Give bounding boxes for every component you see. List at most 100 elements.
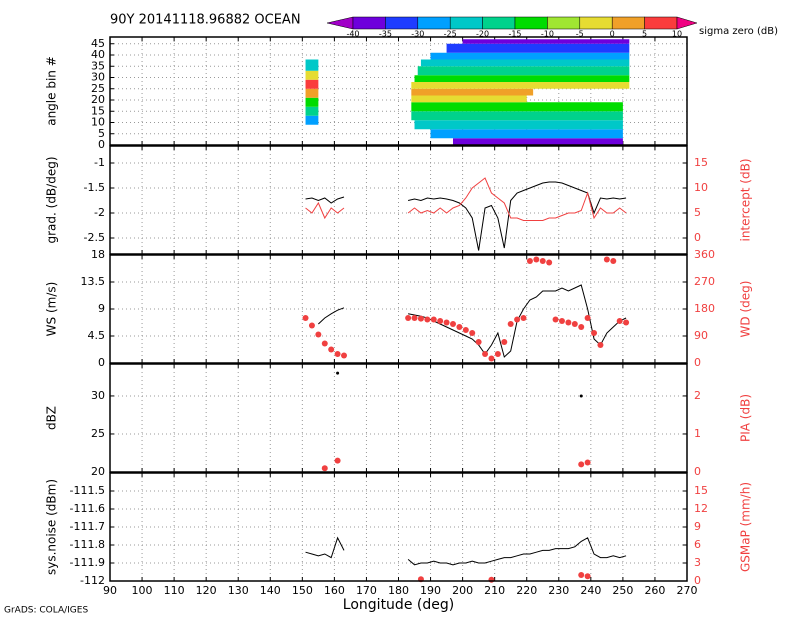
colorbar-swatch xyxy=(579,16,613,30)
colorbar-label: -35 xyxy=(379,30,392,39)
y2-tick-label: 270 xyxy=(694,275,715,288)
colorbar-swatch xyxy=(449,16,483,30)
colorbar-swatch xyxy=(482,16,516,30)
x-tick-label: 270 xyxy=(677,584,698,597)
y2-axis-label: WD (deg) xyxy=(739,281,753,338)
x-tick-label: 100 xyxy=(132,584,153,597)
colorbar-label: 10 xyxy=(672,30,682,39)
x-tick-label: 260 xyxy=(644,584,665,597)
data-point xyxy=(334,457,341,464)
data-point xyxy=(308,322,315,329)
y2-tick-label: 3 xyxy=(694,556,701,569)
colorbar-swatch xyxy=(352,16,386,30)
colorbar-label: -30 xyxy=(411,30,424,39)
heatmap-cell xyxy=(305,70,319,80)
data-point xyxy=(610,258,617,264)
panel-frame xyxy=(109,36,688,146)
panel-frame xyxy=(109,254,688,364)
data-point xyxy=(321,465,328,472)
data-point xyxy=(315,331,322,338)
colorbar-label: -15 xyxy=(508,30,521,39)
y2-axis-label: PIA (dB) xyxy=(739,394,753,442)
y-tick-label: 0 xyxy=(98,356,105,369)
y2-tick-label: 0 xyxy=(694,465,701,478)
y-tick-label: -1 xyxy=(94,156,105,169)
colorbar-swatch xyxy=(417,16,451,30)
y-tick-label: 9 xyxy=(98,302,105,315)
data-point xyxy=(623,319,630,326)
heatmap-cell xyxy=(414,120,623,130)
heatmap-cell xyxy=(446,43,630,53)
heatmap-cell xyxy=(305,59,319,71)
y-tick-label: 20 xyxy=(91,465,105,478)
y2-tick-label: 1 xyxy=(694,427,701,440)
data-point xyxy=(336,371,340,375)
y-tick-label: 0 xyxy=(98,138,105,151)
data-point xyxy=(328,346,335,353)
y-axis-label: WS (m/s) xyxy=(45,282,59,337)
heatmap-cell xyxy=(411,111,623,121)
colorbar-swatch xyxy=(644,16,678,30)
data-point xyxy=(341,352,348,359)
data-point xyxy=(616,318,623,324)
heatmap-cell xyxy=(430,129,623,139)
data-point xyxy=(514,316,521,323)
data-point xyxy=(603,256,610,263)
x-tick-label: 120 xyxy=(196,584,217,597)
y-tick-label: 13.5 xyxy=(81,275,106,288)
heatmap-cell xyxy=(430,52,630,60)
x-tick-label: 240 xyxy=(580,584,601,597)
panel-frame xyxy=(109,472,688,582)
data-point xyxy=(417,315,424,322)
heatmap-cell xyxy=(411,95,527,103)
data-point xyxy=(558,318,565,324)
y-tick-label: 15 xyxy=(91,104,105,117)
x-axis-label: Longitude (deg) xyxy=(343,597,454,613)
y-tick-label: 40 xyxy=(91,48,105,61)
colorbar-swatch xyxy=(385,16,419,30)
data-point xyxy=(539,258,546,264)
data-point xyxy=(475,339,482,345)
colorbar-label: -20 xyxy=(476,30,489,39)
y-tick-label: 30 xyxy=(91,389,105,402)
data-point xyxy=(411,315,418,321)
y-tick-label: 4.5 xyxy=(88,329,106,342)
colorbar-swatch xyxy=(547,16,581,30)
data-point xyxy=(449,321,456,327)
data-point xyxy=(546,259,553,266)
heatmap-cell xyxy=(305,97,319,107)
heatmap-cell xyxy=(305,106,319,116)
y-tick-label: 20 xyxy=(91,93,105,106)
y2-tick-label: 10 xyxy=(694,181,708,194)
y-tick-label: 25 xyxy=(91,82,105,95)
y-axis-label: dBZ xyxy=(45,406,59,430)
colorbar-label: 0 xyxy=(610,30,615,39)
data-point xyxy=(584,315,591,321)
data-point xyxy=(578,324,585,330)
y-tick-label: -111.6 xyxy=(70,502,105,515)
heatmap-cell xyxy=(411,88,534,96)
colorbar-title: sigma zero (dB) xyxy=(699,26,778,37)
y-tick-label: -112 xyxy=(80,574,105,587)
colorbar-swatch xyxy=(611,16,645,30)
y-tick-label: 18 xyxy=(91,248,105,261)
colorbar-label: 5 xyxy=(642,30,647,39)
x-tick-label: 130 xyxy=(228,584,249,597)
y2-tick-label: 6 xyxy=(694,538,701,551)
heatmap-cell xyxy=(414,75,630,82)
y2-tick-label: 0 xyxy=(694,231,701,244)
colorbar-arrow xyxy=(676,16,698,30)
x-tick-label: 180 xyxy=(388,584,409,597)
data-point xyxy=(578,572,585,578)
y2-tick-label: 180 xyxy=(694,302,715,315)
x-tick-label: 210 xyxy=(484,584,505,597)
y-tick-label: -111.9 xyxy=(70,556,105,569)
data-point xyxy=(584,573,591,580)
x-tick-label: 200 xyxy=(452,584,473,597)
x-tick-label: 220 xyxy=(516,584,537,597)
y-tick-label: 30 xyxy=(91,71,105,84)
x-tick-label: 140 xyxy=(260,584,281,597)
y-tick-label: 35 xyxy=(91,59,105,72)
y-axis-label: sys.noise (dBm) xyxy=(45,479,59,575)
